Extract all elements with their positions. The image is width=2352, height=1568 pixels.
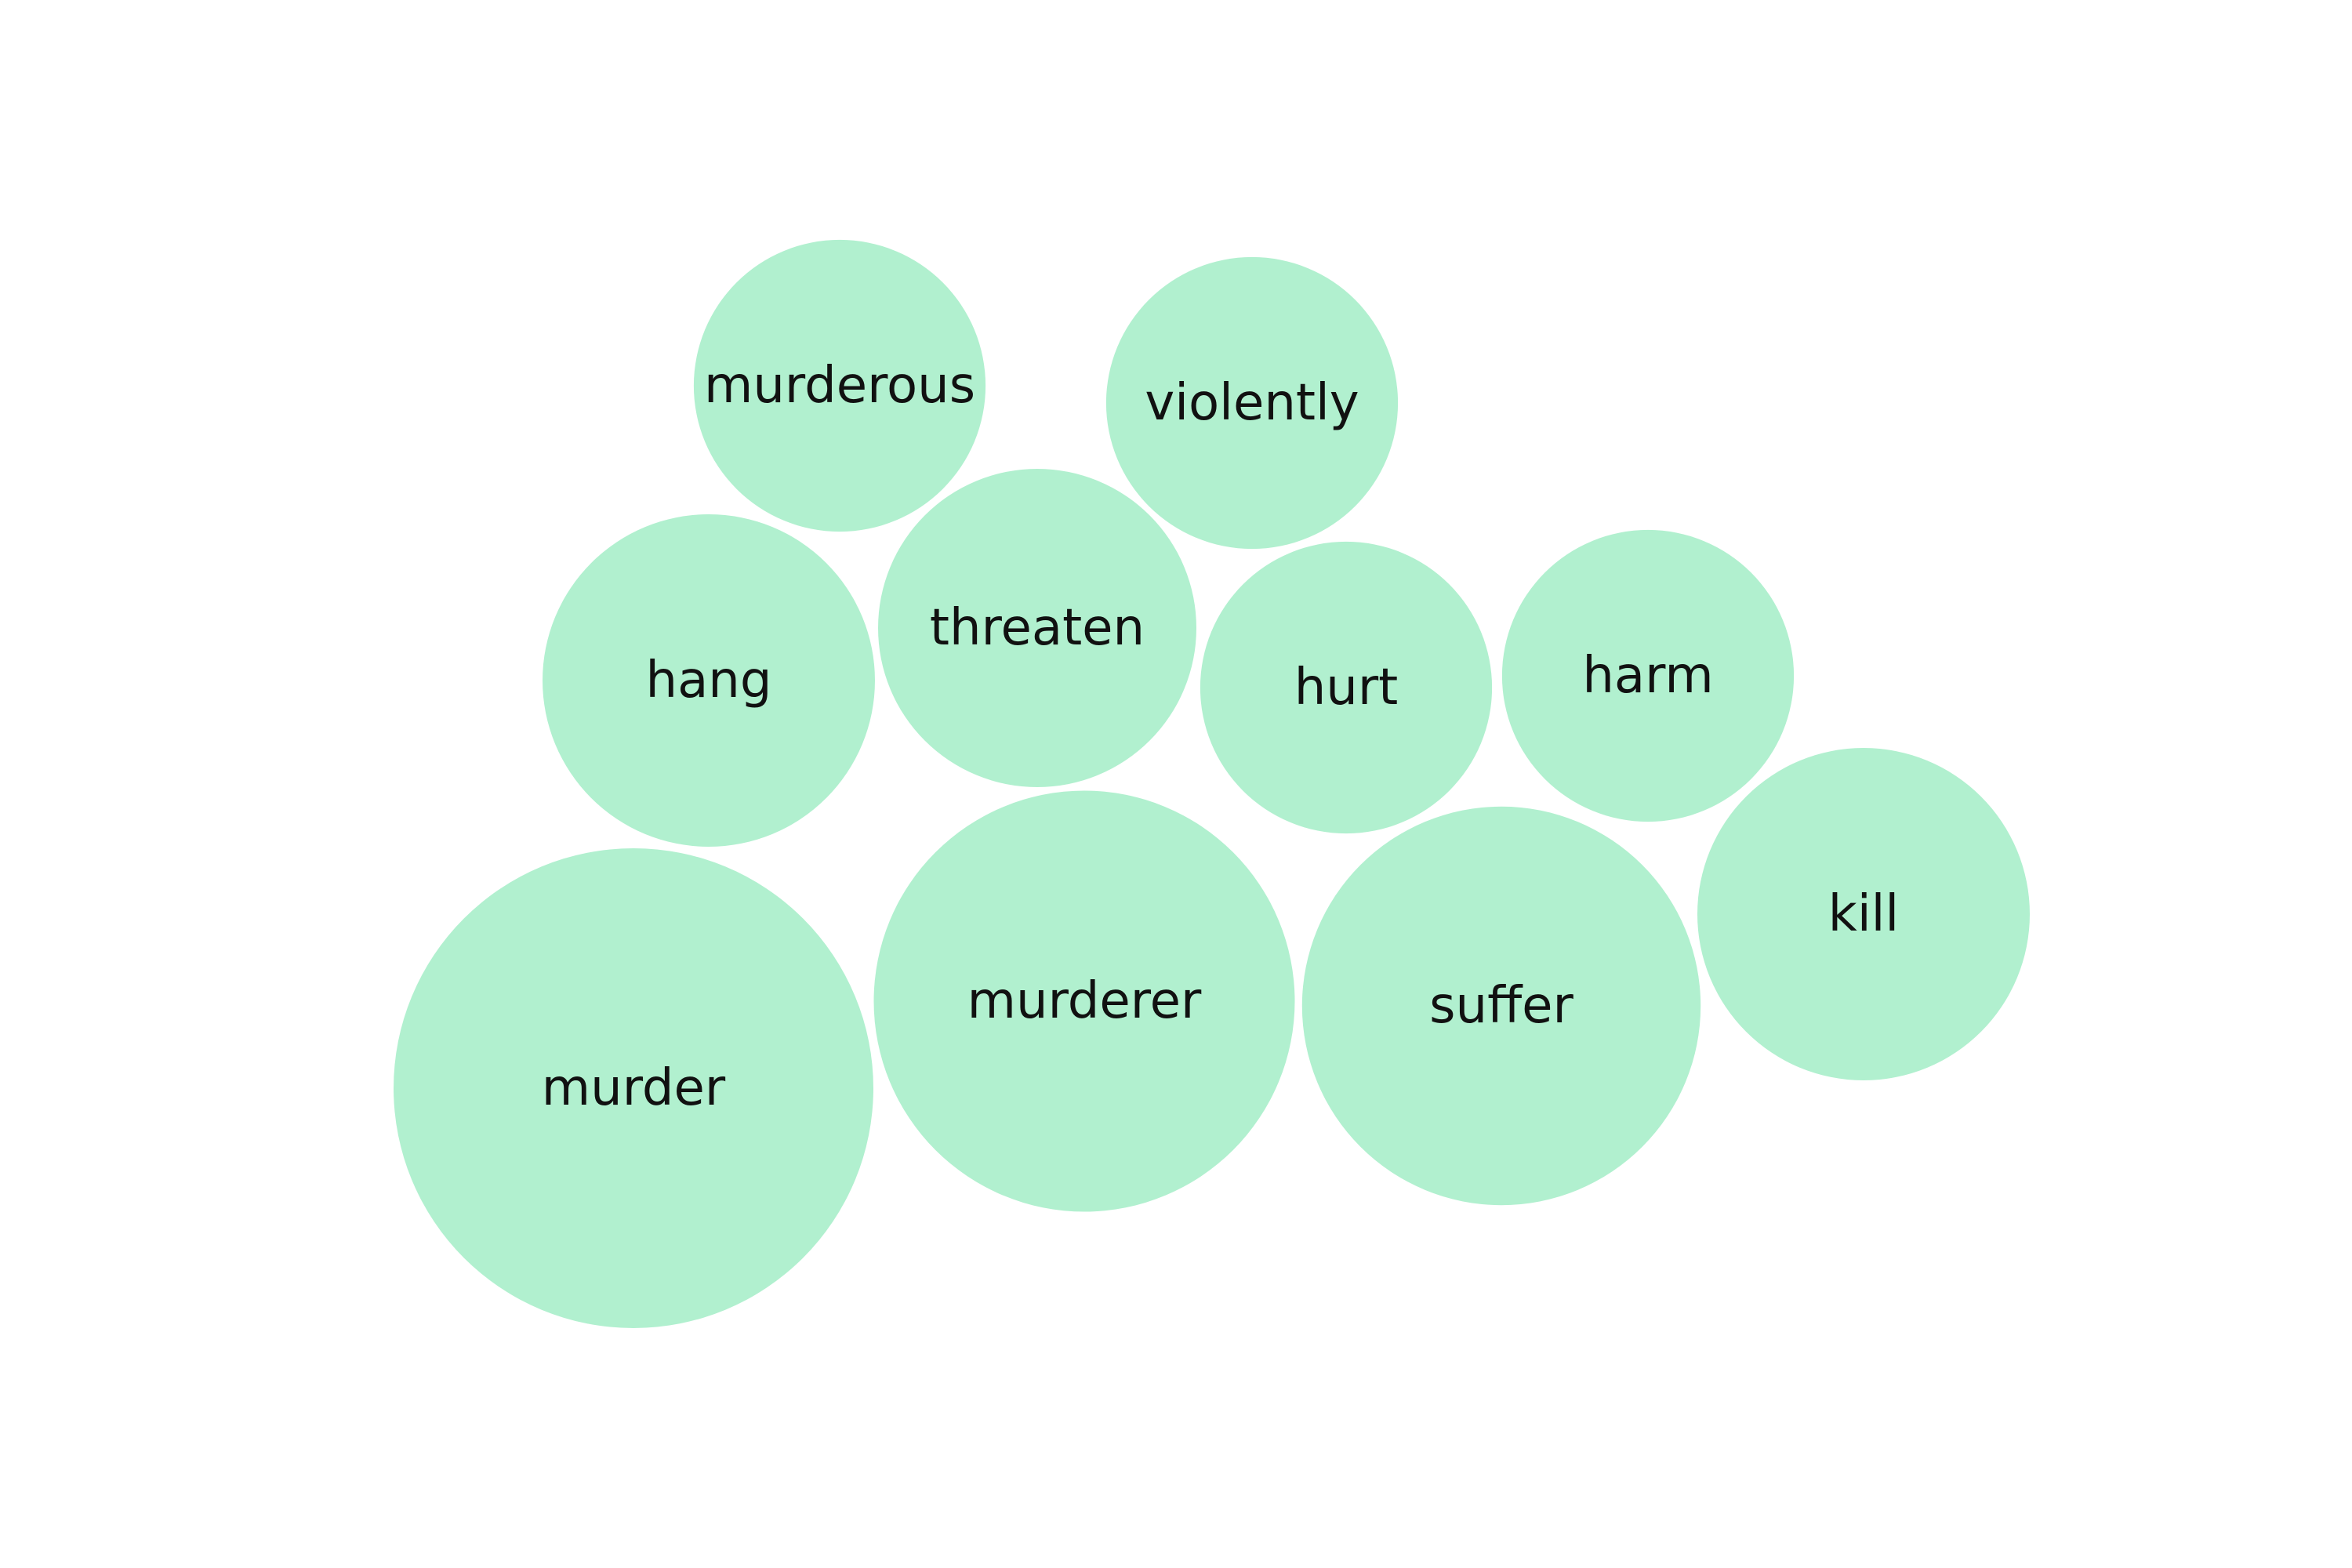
bubble-circle bbox=[1200, 541, 1493, 834]
bubble-harm: harm bbox=[1501, 529, 1795, 822]
bubble-label: murderer bbox=[967, 972, 1202, 1030]
bubble-label: hang bbox=[646, 652, 772, 710]
bubble-circle bbox=[873, 790, 1295, 1212]
bubble-murderer: murderer bbox=[873, 790, 1295, 1212]
bubble-circle bbox=[543, 514, 875, 847]
bubbles-layer: murder murderer suffer hang kill threaten murd… bbox=[394, 239, 2030, 1328]
bubble-label: murderous bbox=[704, 357, 975, 415]
bubble-circle bbox=[693, 239, 986, 532]
bubble-threaten: threaten bbox=[878, 469, 1196, 787]
bubble-label: threaten bbox=[930, 599, 1145, 657]
bubble-label: kill bbox=[1828, 885, 1899, 943]
bubble-violently: violently bbox=[1105, 256, 1399, 550]
bubble-hurt: hurt bbox=[1200, 541, 1493, 834]
bubble-kill: kill bbox=[1697, 748, 2030, 1080]
bubble-circle bbox=[1501, 529, 1795, 822]
bubble-label: violently bbox=[1145, 374, 1359, 432]
bubble-label: hurt bbox=[1294, 659, 1399, 717]
bubble-label: harm bbox=[1582, 647, 1713, 705]
bubble-circle bbox=[878, 469, 1196, 787]
bubble-hang: hang bbox=[543, 514, 875, 847]
bubble-label: suffer bbox=[1429, 977, 1573, 1035]
bubble-circle bbox=[1105, 256, 1399, 550]
bubble-circle bbox=[1697, 748, 2030, 1080]
bubble-murderous: murderous bbox=[693, 239, 986, 532]
bubble-label: murder bbox=[542, 1059, 726, 1117]
bubble-murder: murder bbox=[394, 848, 873, 1328]
bubble-suffer: suffer bbox=[1301, 806, 1701, 1206]
bubble-circle bbox=[394, 848, 873, 1328]
bubble-circle bbox=[1301, 806, 1701, 1206]
